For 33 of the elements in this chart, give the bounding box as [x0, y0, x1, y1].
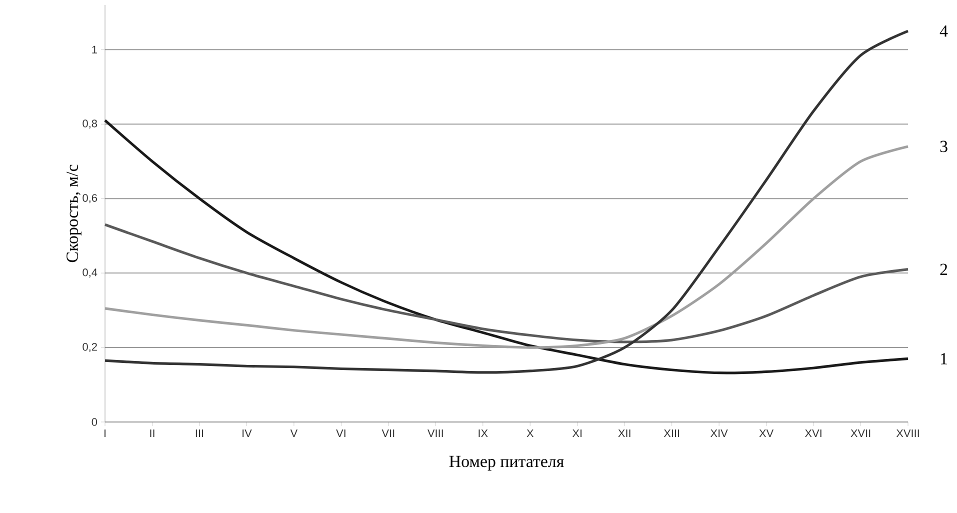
y-tick-label: 0,6 — [82, 194, 98, 204]
line-series — [104, 223, 910, 344]
x-tick-label: III — [196, 430, 204, 438]
x-tick-label: IV — [242, 430, 252, 438]
x-tick-label: II — [150, 430, 154, 438]
x-tick-label: XI — [572, 430, 582, 438]
x-tick-label: XVI — [804, 430, 822, 438]
series-label: 4 — [940, 25, 948, 37]
x-tick-label: VI — [336, 430, 346, 438]
x-axis-title: Номер питателя — [449, 456, 564, 471]
y-tick-label: 0,2 — [82, 343, 97, 352]
x-tick-label: I — [104, 430, 106, 438]
x-tick-label: XIV — [710, 430, 728, 438]
x-tick-label: IX — [478, 430, 488, 438]
x-tick-label: VII — [382, 430, 394, 438]
y-tick-label: 0,8 — [82, 120, 98, 129]
x-tick-label: XVII — [850, 430, 870, 438]
y-tick-label: 0 — [92, 418, 98, 426]
x-tick-label: X — [526, 430, 534, 438]
x-tick-label: VIII — [427, 430, 443, 438]
series-label: 1 — [941, 353, 947, 364]
line-series — [104, 119, 910, 374]
x-tick-label: XIII — [664, 430, 680, 438]
series-label: 2 — [940, 264, 948, 275]
y-tick-label: 1 — [92, 46, 97, 54]
x-tick-label: XV — [759, 430, 774, 438]
y-axis-title: Скорость, м/с — [66, 164, 82, 262]
y-tick-label: 0,4 — [82, 268, 98, 278]
line-series — [104, 30, 910, 374]
series-label: 3 — [940, 140, 948, 152]
x-tick-label: V — [290, 430, 298, 438]
x-tick-label: XII — [618, 430, 630, 438]
x-tick-label: XVIII — [896, 430, 919, 438]
